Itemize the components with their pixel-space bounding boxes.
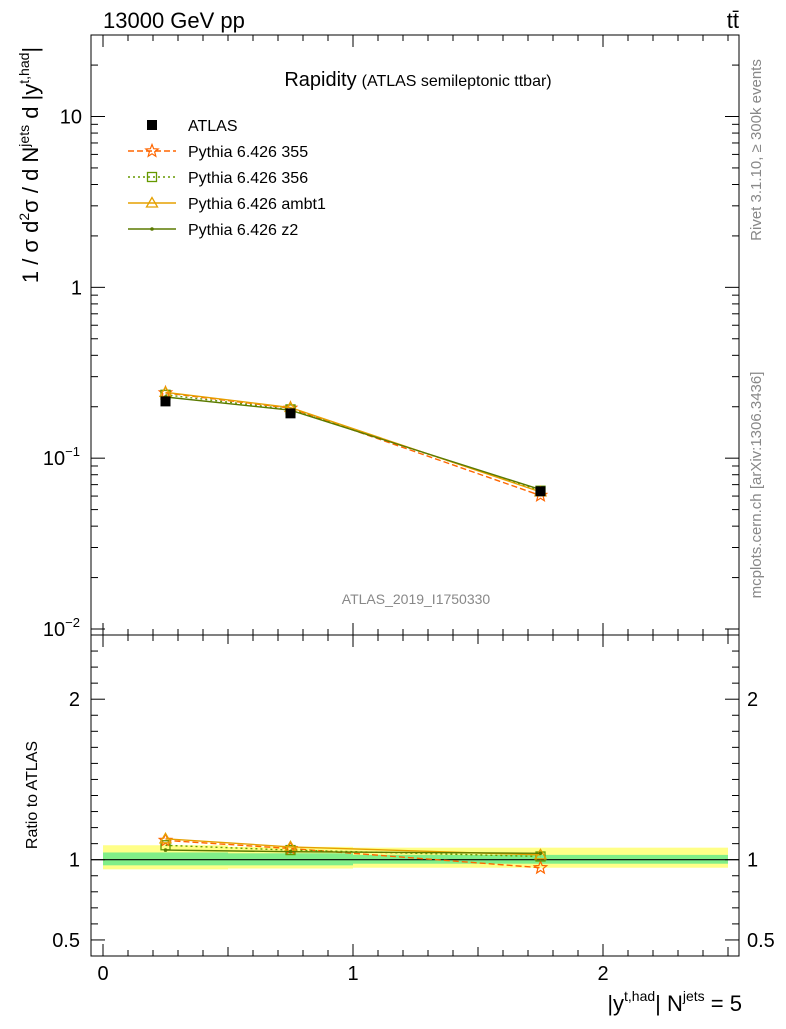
subtitle-text: (ATLAS semileptonic ttbar)	[362, 73, 552, 90]
legend-marker-3	[150, 227, 154, 231]
atlas-data-point	[160, 396, 171, 407]
main-y-tick-label: 10−1	[43, 444, 80, 470]
legend: ATLAS Pythia 6.426 355 Pythia 6.426 356 Pyt…	[128, 118, 326, 239]
legend-label-1: Pythia 6.426 356	[188, 170, 308, 187]
ratio-series-marker-2	[533, 848, 548, 860]
atlas-data-point	[285, 408, 296, 419]
header-left: 13000 GeV pp	[103, 8, 245, 33]
main-series-line-2	[165, 391, 541, 493]
ratio-y-tick-label: 2	[69, 689, 80, 711]
main-axes-group: 10 1 10−1 10−2	[43, 34, 739, 641]
ratio-panel-frame	[90, 634, 740, 957]
main-series-line-1	[165, 394, 541, 492]
ratio-panel-background	[91, 845, 739, 870]
ratio-series-marker-3	[163, 848, 168, 852]
legend-label-0: Pythia 6.426 355	[188, 144, 308, 161]
atlas-data-point	[535, 486, 546, 497]
main-series-line-0	[165, 392, 541, 497]
main-ylabel: 1 / σ d2σ / d Njets d |yt,had|	[16, 47, 43, 283]
ratio-y-tick-label: 1	[69, 850, 80, 872]
ratio-x-tick-label: 1	[347, 963, 358, 985]
ratio-x-tick-label: 0	[97, 963, 108, 985]
legend-label-atlas: ATLAS	[188, 118, 238, 135]
ratio-series-marker-3	[538, 851, 543, 856]
mcplots-label: mcplots.cern.ch [arXiv:1306.3436]	[748, 372, 765, 599]
legend-marker-atlas	[147, 120, 157, 130]
ratio-y-tick-label-right: 2	[747, 689, 758, 711]
ratio-y-tick-label-right: 0.5	[747, 930, 775, 952]
ratio-axes-group: 0 1 2 0.5 0.5 1 1 2 2	[52, 635, 775, 985]
ratio-series-marker-3	[288, 849, 293, 854]
ratio-y-tick-label-right: 1	[747, 850, 758, 872]
header-right: tt̄	[727, 8, 739, 33]
legend-label-2: Pythia 6.426 ambt1	[188, 196, 326, 213]
main-series-line-3	[165, 396, 541, 491]
main-y-tick-label: 10−2	[43, 615, 80, 641]
ratio-uncertainty-band	[103, 852, 228, 866]
ratio-xlabel: |yt,had| Njets = 5	[607, 988, 742, 1016]
ratio-y-tick-label: 0.5	[52, 930, 80, 952]
ratio-ylabel: Ratio to ATLAS	[24, 741, 41, 849]
main-y-tick-label: 10	[60, 107, 82, 129]
legend-marker-2	[145, 196, 159, 208]
ratio-series-line-0	[165, 839, 541, 869]
ratio-series-marker-2	[158, 832, 173, 844]
ratio-series-group	[157, 832, 549, 875]
analysis-watermark: ATLAS_2019_I1750330	[342, 591, 491, 607]
ratio-x-tick-label: 2	[597, 963, 608, 985]
main-title: Rapidity (ATLAS semileptonic ttbar)	[284, 69, 551, 91]
main-series-group	[157, 384, 549, 503]
title-text: Rapidity	[284, 69, 356, 91]
legend-marker-1	[146, 171, 158, 183]
main-y-tick-label: 1	[71, 277, 82, 299]
legend-label-3: Pythia 6.426 z2	[188, 222, 298, 239]
rivet-label: Rivet 3.1.10, ≥ 300k events	[748, 59, 765, 241]
ratio-series-marker-0	[532, 859, 549, 875]
legend-marker-0	[144, 142, 160, 158]
